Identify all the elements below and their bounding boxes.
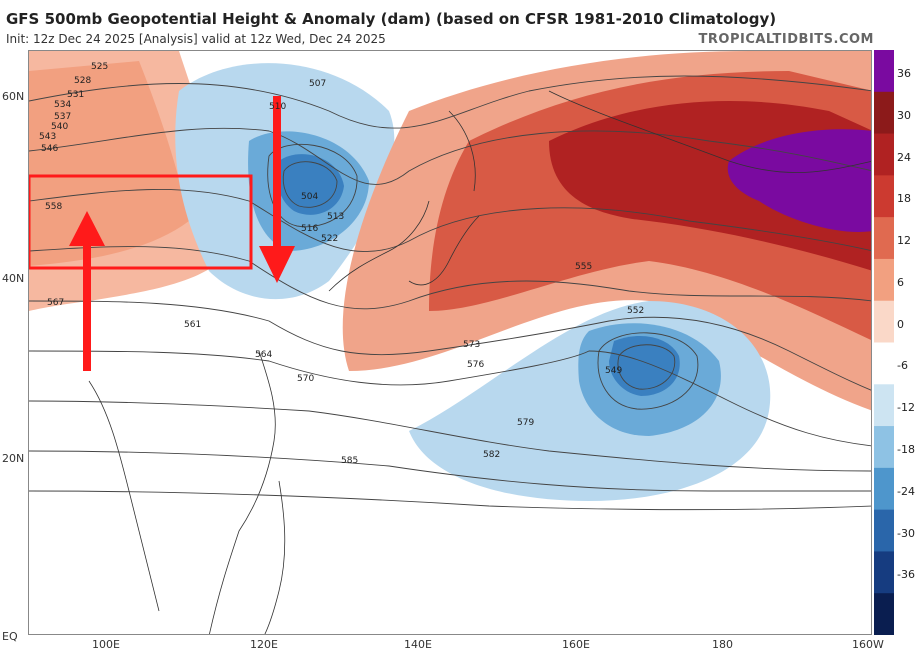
contour-label: 534 bbox=[54, 100, 71, 110]
warm-anomaly-west-inner bbox=[29, 61, 189, 266]
colorbar-label: -24 bbox=[897, 484, 915, 498]
lon-label: 140E bbox=[404, 638, 432, 651]
colorbar-swatch bbox=[874, 258, 894, 302]
lon-label: 120E bbox=[250, 638, 278, 651]
arrow-up-head bbox=[69, 211, 105, 246]
lon-label: 160E bbox=[562, 638, 590, 651]
colorbar-label: 0 bbox=[897, 317, 904, 331]
colorbar-swatch bbox=[874, 50, 894, 93]
lat-label: 40N bbox=[2, 272, 25, 285]
contour-label: 549 bbox=[605, 366, 622, 376]
contour-label: 522 bbox=[321, 234, 338, 244]
purple-max bbox=[727, 129, 871, 232]
colorbar-label: 18 bbox=[897, 192, 911, 206]
contour-label: 516 bbox=[301, 224, 318, 234]
colorbar-label: 6 bbox=[897, 275, 904, 289]
contour-label: 507 bbox=[309, 79, 326, 89]
contour-label: 561 bbox=[184, 320, 201, 330]
colorbar-label: 24 bbox=[897, 150, 911, 164]
contour-label: 528 bbox=[74, 76, 91, 86]
contour-label: 573 bbox=[463, 340, 480, 350]
contour-label: 540 bbox=[51, 122, 68, 132]
contour-label: 579 bbox=[517, 418, 534, 428]
coastlines bbox=[88, 90, 871, 634]
lat-label: 20N bbox=[2, 452, 25, 465]
contour-label: 567 bbox=[47, 298, 64, 308]
colorbar-swatch bbox=[874, 593, 894, 636]
contour-label: 558 bbox=[45, 202, 62, 212]
contour-label: 564 bbox=[255, 350, 272, 360]
anomaly-map: 507 510 504 513 516 522 525 528 531 534 … bbox=[29, 51, 871, 634]
contour-label: 510 bbox=[269, 102, 286, 112]
lon-label: 180 bbox=[712, 638, 733, 651]
chart-title: GFS 500mb Geopotential Height & Anomaly … bbox=[6, 10, 777, 28]
lon-label: 100E bbox=[92, 638, 120, 651]
colorbar-swatches bbox=[874, 50, 894, 636]
lon-label: 160W bbox=[852, 638, 884, 651]
colorbar bbox=[874, 50, 894, 636]
colorbar-swatch bbox=[874, 300, 894, 343]
contour-label: 585 bbox=[341, 456, 358, 466]
cold-low-pacific-center bbox=[609, 336, 680, 396]
colorbar-swatch bbox=[874, 175, 894, 218]
colorbar-label: -12 bbox=[897, 401, 915, 415]
colorbar-label: 36 bbox=[897, 66, 911, 80]
colorbar-swatch bbox=[874, 384, 894, 427]
brand-watermark[interactable]: TROPICALTIDBITS.COM bbox=[698, 32, 874, 47]
contour-label: 570 bbox=[297, 374, 314, 384]
colorbar-label: 12 bbox=[897, 234, 911, 248]
colorbar-swatch bbox=[874, 426, 894, 469]
contour-label: 513 bbox=[327, 212, 344, 222]
lat-label: 60N bbox=[2, 90, 25, 103]
contour-label: 525 bbox=[91, 62, 108, 72]
colorbar-swatch bbox=[874, 509, 894, 552]
colorbar-swatch bbox=[874, 342, 894, 385]
contour-label: 546 bbox=[41, 144, 58, 154]
cold-trough-center bbox=[277, 154, 344, 215]
lat-label: EQ bbox=[2, 630, 18, 643]
contour-label: 543 bbox=[39, 132, 56, 142]
colorbar-swatch bbox=[874, 467, 894, 511]
colorbar-label: 30 bbox=[897, 108, 911, 122]
contour-label: 537 bbox=[54, 112, 71, 122]
colorbar-label: -6 bbox=[897, 359, 908, 373]
contour-label: 555 bbox=[575, 262, 592, 272]
map-area: 507 510 504 513 516 522 525 528 531 534 … bbox=[28, 50, 872, 635]
contour-label: 576 bbox=[467, 360, 484, 370]
colorbar-swatch bbox=[874, 217, 894, 260]
chart-subtitle: Init: 12z Dec 24 2025 [Analysis] valid a… bbox=[6, 32, 386, 46]
contour-label: 582 bbox=[483, 450, 500, 460]
arrow-down-head bbox=[259, 246, 295, 283]
colorbar-swatch bbox=[874, 91, 894, 135]
colorbar-swatch bbox=[874, 133, 894, 176]
contour-label: 552 bbox=[627, 306, 644, 316]
contour-label: 504 bbox=[301, 192, 318, 202]
annotation-arrows bbox=[69, 96, 295, 371]
colorbar-swatch bbox=[874, 551, 894, 594]
colorbar-label: -30 bbox=[897, 526, 915, 540]
highlight-box bbox=[29, 174, 253, 270]
contour-label: 531 bbox=[67, 90, 84, 100]
contour-labels: 507 510 504 513 516 522 525 528 531 534 … bbox=[39, 62, 644, 466]
colorbar-label: -18 bbox=[897, 443, 915, 457]
colorbar-label: -36 bbox=[897, 568, 915, 582]
height-contours bbox=[29, 75, 871, 511]
